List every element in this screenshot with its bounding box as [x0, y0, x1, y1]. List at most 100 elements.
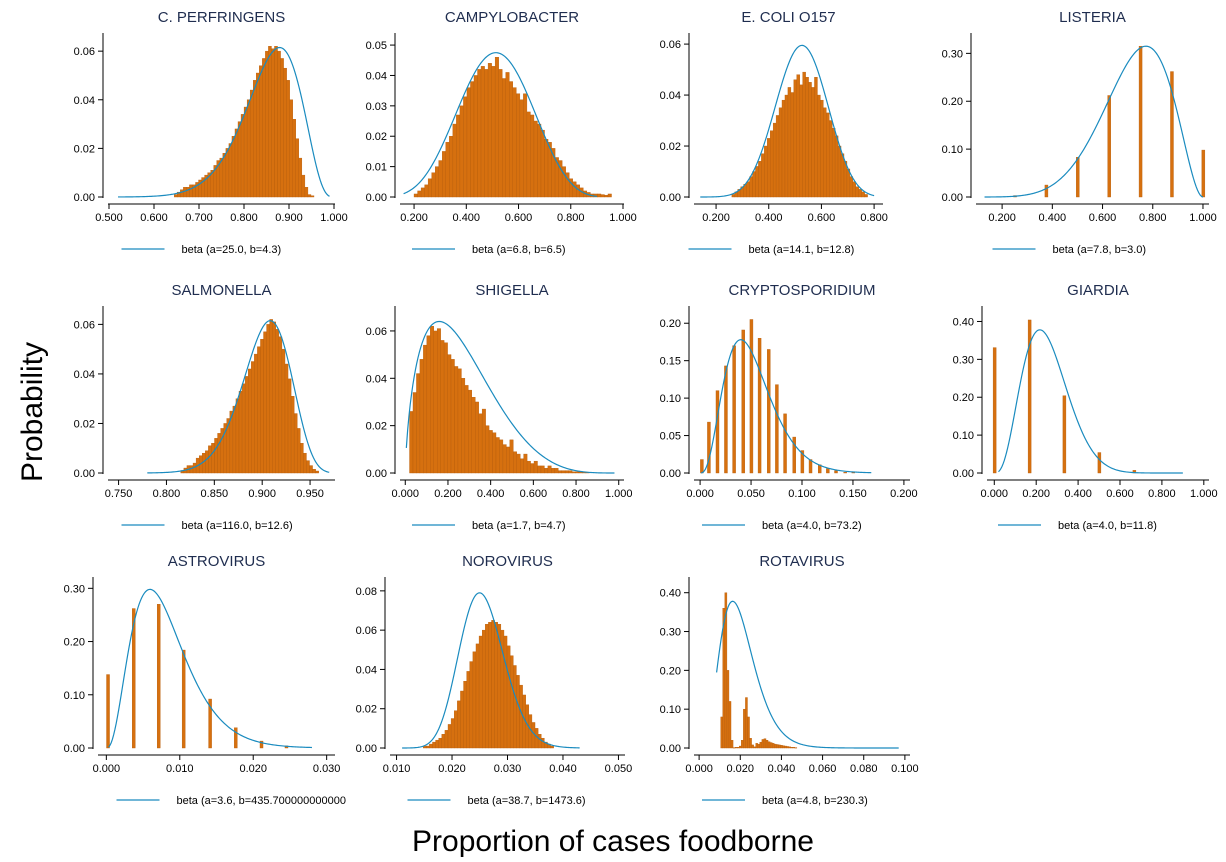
histogram-bar — [222, 153, 227, 198]
legend-label: beta (a=7.8, b=3.0) — [1053, 244, 1147, 256]
histogram-bar — [787, 87, 792, 198]
y-tick-label: 0.04 — [660, 90, 681, 102]
histogram-bar — [820, 99, 824, 198]
histogram-bar — [805, 77, 809, 198]
panel-title: SALMONELLA — [171, 282, 271, 299]
histogram-bar — [852, 181, 856, 198]
histogram-bar — [1107, 95, 1111, 198]
histogram-bar — [457, 368, 462, 474]
histogram-bar — [253, 80, 257, 198]
histogram-bar — [513, 665, 517, 749]
histogram-bar — [745, 697, 748, 749]
beta-fit-curve — [147, 320, 330, 474]
histogram-bar — [259, 65, 263, 198]
histogram-bar — [492, 432, 497, 474]
histogram-bar — [306, 460, 310, 474]
histogram-bar — [440, 340, 445, 474]
histogram-bar — [757, 338, 762, 474]
histogram-bar — [454, 710, 458, 749]
x-tick-label: 0.400 — [477, 488, 505, 500]
y-tick-label: 0.00 — [356, 743, 377, 755]
histogram-bar — [775, 384, 779, 474]
x-tick-label: 0.500 — [95, 212, 123, 224]
histogram-bar — [290, 396, 295, 474]
histogram-bar — [461, 378, 466, 474]
histogram-bar — [770, 130, 774, 198]
histogram-bar — [572, 181, 577, 198]
x-tick-label: 0.900 — [248, 488, 276, 500]
histogram-bar — [759, 741, 763, 749]
histogram-bar — [743, 708, 746, 749]
histogram-bar — [298, 157, 303, 198]
histogram-bar — [834, 135, 839, 198]
histogram-bar — [271, 48, 275, 198]
histogram-bar — [442, 151, 446, 198]
x-tick-label: 0.000 — [392, 488, 420, 500]
histogram-bar — [503, 635, 508, 749]
histogram-bar — [855, 186, 859, 198]
beta-fit-curve — [405, 320, 615, 474]
y-tick-label: 0.20 — [942, 96, 963, 108]
histogram-bar — [174, 194, 178, 198]
histogram-bar — [287, 378, 292, 474]
histogram-bar — [268, 46, 272, 198]
legend-label: beta (a=6.8, b=6.5) — [472, 244, 566, 256]
histogram-bar — [992, 347, 997, 474]
histogram-bar — [300, 443, 304, 474]
histogram-bar — [736, 747, 740, 749]
panels-group: C. PERFRINGENS 0.00 0.02 0.04 0.06 0.500 0.600… — [64, 9, 1218, 807]
histogram-bar — [262, 58, 266, 198]
histogram-bar — [284, 363, 289, 474]
chart-panel: ASTROVIRUS 0.00 0.10 0.20 0.30 0.000 0.010 0.02… — [64, 553, 346, 807]
histogram-bar — [707, 421, 711, 474]
x-tick-label: 0.200 — [434, 488, 462, 500]
chart-panel: LISTERIA 0.00 0.10 0.20 0.30 0.200 0.400 0.600 0… — [942, 9, 1217, 256]
histogram-bar — [732, 747, 736, 749]
histogram-bar — [235, 398, 240, 474]
histogram-bar — [540, 129, 545, 198]
x-tick-label: 0.020 — [438, 763, 466, 775]
histogram-bar — [248, 368, 252, 474]
y-tick-label: 0.20 — [660, 665, 681, 677]
histogram-bar — [132, 608, 136, 749]
histogram-bar — [849, 176, 854, 198]
histogram-bar — [243, 106, 248, 198]
x-tick-label: 0.200 — [1022, 488, 1050, 500]
histogram-bar — [280, 58, 284, 198]
histogram-bar — [597, 193, 602, 198]
histogram-bar — [506, 446, 511, 474]
x-tick-label: 0.060 — [809, 763, 837, 775]
x-tick-label: 0.030 — [313, 763, 341, 775]
histogram-bar — [1044, 184, 1049, 198]
y-tick-label: 0.30 — [942, 48, 963, 60]
y-tick-label: 0.10 — [660, 393, 681, 405]
histogram-bar — [755, 743, 758, 749]
histogram-bar — [278, 336, 283, 474]
histogram-bar — [502, 444, 507, 474]
panel-title: E. COLI O157 — [741, 9, 835, 26]
y-tick-label: 0.06 — [74, 46, 95, 58]
x-tick-label: 0.080 — [850, 763, 878, 775]
histogram-bar — [312, 469, 316, 474]
y-tick-label: 0.40 — [660, 588, 681, 600]
histogram-bar — [478, 413, 483, 474]
histogram-bar — [432, 741, 436, 749]
histogram-bar — [564, 470, 569, 474]
legend-label: beta (a=38.7, b=1473.6) — [468, 795, 586, 807]
x-tick-label: 0.150 — [839, 488, 867, 500]
histogram-bar — [530, 463, 535, 474]
histogram-bar — [463, 96, 468, 198]
histogram-bar — [231, 136, 236, 198]
histogram-bar — [466, 671, 470, 749]
histogram-bar — [537, 734, 542, 749]
histogram-bar — [427, 178, 432, 198]
x-tick-label: 0.050 — [605, 763, 633, 775]
y-tick-label: 0.00 — [953, 468, 974, 480]
y-tick-label: 0.04 — [366, 373, 387, 385]
legend-label: beta (a=1.7, b=4.7) — [472, 520, 566, 532]
histogram-bar — [808, 82, 812, 198]
x-tick-label: 0.700 — [185, 212, 213, 224]
y-tick-label: 0.15 — [660, 356, 681, 368]
histogram-bar — [1138, 45, 1143, 198]
histogram-bar — [607, 193, 612, 198]
